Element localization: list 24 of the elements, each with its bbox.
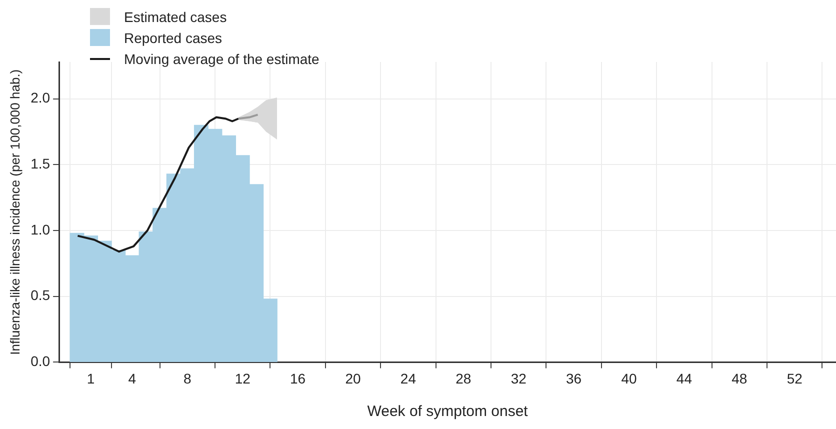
y-axis-title: Influenza-like illness incidence (per 100,000 hab.) [7, 69, 22, 355]
x-tick-label: 36 [566, 370, 582, 386]
x-tick-label: 32 [510, 370, 527, 386]
x-tick-label: 48 [732, 370, 748, 386]
x-tick-label: 12 [234, 370, 251, 386]
y-tick-label: 0.0 [30, 353, 50, 370]
x-tick-label: 8 [184, 370, 192, 386]
y-tick-label: 2.0 [30, 90, 50, 106]
x-tick-label: 52 [786, 370, 803, 386]
legend-label: Estimated cases [124, 8, 227, 24]
legend-label: Moving average of the estimate [124, 50, 320, 66]
y-tick-label: 1.0 [30, 221, 50, 238]
x-tick-label: 40 [621, 370, 637, 386]
y-tick-label: 1.5 [30, 156, 50, 172]
x-tick-label: 24 [400, 370, 416, 386]
legend-label: Reported cases [124, 30, 222, 46]
y-tick-label: 0.5 [30, 287, 50, 304]
x-tick-label: 16 [290, 370, 306, 386]
x-tick-label: 1 [86, 370, 95, 386]
x-tick-label: 20 [345, 370, 361, 386]
x-tick-label: 4 [128, 370, 136, 386]
x-tick-label: 28 [456, 370, 472, 386]
x-axis-title: Week of symptom onset [367, 403, 529, 420]
x-tick-label: 44 [676, 370, 692, 386]
